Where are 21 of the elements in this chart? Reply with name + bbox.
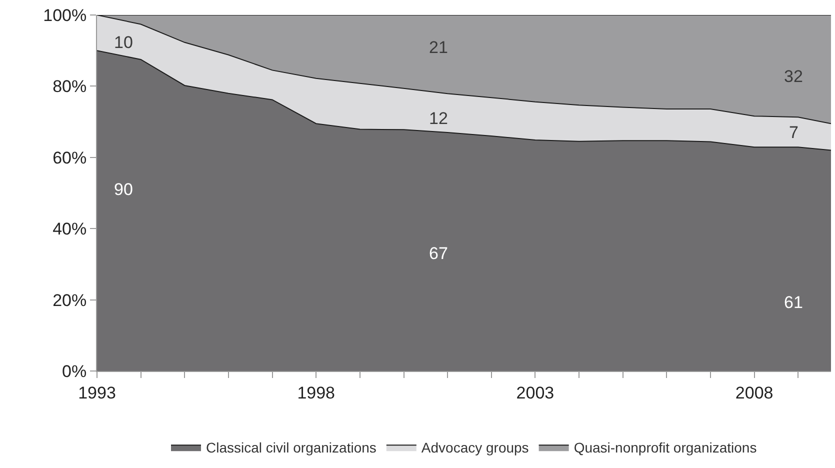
y-tick-label: 20% bbox=[52, 290, 87, 310]
annotation: 12 bbox=[429, 109, 448, 128]
y-tick-label: 40% bbox=[52, 220, 87, 239]
annotation: 21 bbox=[429, 38, 448, 57]
y-tick-label: 100% bbox=[43, 6, 87, 25]
legend-label: Classical civil organizations bbox=[206, 440, 376, 456]
y-tick-label: 60% bbox=[52, 148, 87, 168]
x-tick-label: 2008 bbox=[735, 383, 774, 402]
legend-label: Advocacy groups bbox=[421, 440, 529, 456]
legend-label: Quasi-nonprofit organizations bbox=[574, 440, 757, 456]
y-tick-label: 80% bbox=[52, 77, 87, 96]
annotation: 10 bbox=[114, 33, 133, 52]
annotation: 67 bbox=[429, 244, 448, 263]
annotation: 90 bbox=[114, 180, 133, 199]
x-tick-label: 1993 bbox=[78, 383, 116, 402]
annotation: 61 bbox=[784, 293, 803, 312]
annotation: 32 bbox=[784, 67, 803, 86]
y-tick-label: 0% bbox=[62, 362, 87, 381]
x-tick-label: 1998 bbox=[297, 383, 336, 402]
annotation: 7 bbox=[789, 123, 798, 142]
x-tick-label: 2003 bbox=[516, 383, 554, 402]
